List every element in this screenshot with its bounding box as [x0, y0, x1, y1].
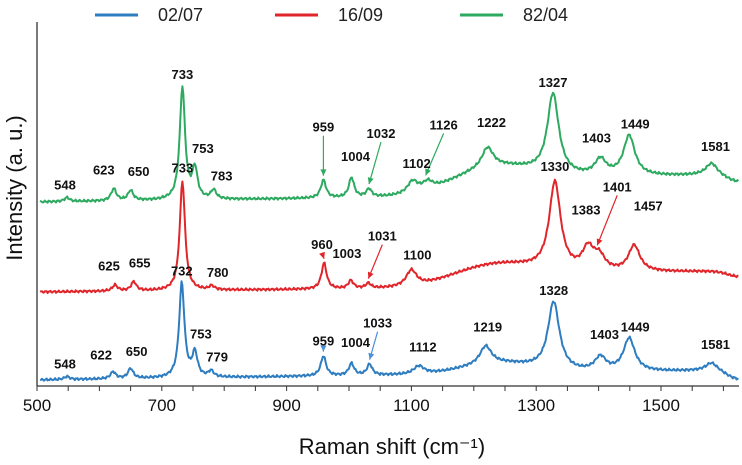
- peak-label: 655: [129, 255, 151, 270]
- peak-label: 1327: [539, 75, 568, 90]
- peak-arrow-head: [425, 168, 431, 176]
- peak-label: 779: [206, 350, 228, 365]
- peak-label: 1112: [409, 340, 437, 355]
- peak-label: 548: [54, 177, 76, 192]
- spectra-layer: [39, 85, 740, 382]
- peak-label: 753: [190, 326, 212, 341]
- x-axis-label: Raman shift (cm⁻¹): [299, 434, 485, 459]
- peak-label: 1581: [701, 139, 730, 154]
- peak-label: 1581: [701, 337, 730, 352]
- peak-label: 1328: [539, 283, 568, 298]
- peak-arrow-head: [320, 345, 327, 352]
- peak-label: 1403: [582, 131, 611, 146]
- peak-label: 1330: [540, 159, 569, 174]
- peak-label: 1031: [368, 229, 397, 244]
- peak-arrow-head: [319, 251, 325, 259]
- peak-label: 1401: [603, 179, 632, 194]
- peak-label: 753: [192, 141, 214, 156]
- peak-label: 1003: [332, 246, 361, 261]
- peak-arrow-line: [425, 133, 445, 176]
- peak-label: 733: [172, 67, 194, 82]
- peak-label: 1219: [473, 320, 502, 335]
- peak-label: 780: [207, 265, 229, 280]
- peak-label: 622: [90, 347, 112, 362]
- x-tick-label: 500: [23, 396, 51, 415]
- peak-arrow-head: [596, 238, 603, 246]
- legend-label: 16/09: [338, 5, 383, 25]
- x-tick-label: 1500: [642, 396, 680, 415]
- spectrum-line-0: [39, 280, 739, 382]
- legend: 02/07 16/09 82/04: [95, 5, 568, 25]
- peak-label: 1004: [341, 335, 371, 350]
- y-axis-label: Intensity (a. u.): [2, 115, 27, 261]
- peak-label: 1032: [367, 126, 396, 141]
- legend-label: 02/07: [158, 5, 203, 25]
- x-tick-label: 700: [148, 396, 176, 415]
- peak-arrow-line: [596, 195, 618, 246]
- axes-layer: 500 700 900 1100 1300 1500: [23, 22, 739, 415]
- peak-arrow-head: [367, 177, 374, 185]
- peak-label: 1126: [429, 117, 457, 132]
- peak-arrow-head: [368, 352, 375, 360]
- peak-label: 959: [313, 334, 335, 349]
- spectrum-line-2: [39, 85, 740, 204]
- peak-label: 1449: [621, 117, 650, 132]
- peak-label: 733: [172, 160, 194, 175]
- peak-arrow-head: [367, 271, 374, 279]
- peak-labels-layer: 548 622 650 732 753 779 959 1004 1033 1112 1219 132…: [54, 67, 730, 371]
- peak-label: 1449: [621, 320, 650, 335]
- peak-label: 960: [311, 237, 333, 252]
- peak-label: 959: [313, 120, 335, 135]
- peak-label: 1403: [590, 327, 619, 342]
- peak-label: 1004: [341, 149, 371, 164]
- x-tick-label: 1100: [393, 396, 430, 415]
- x-tick-label: 900: [272, 396, 300, 415]
- peak-arrow-line: [368, 141, 382, 185]
- peak-label: 783: [211, 169, 233, 184]
- peak-label: 1102: [402, 156, 430, 171]
- spectrum-line-1: [40, 178, 739, 295]
- x-tick-label: 1300: [517, 396, 555, 415]
- arrows-layer: [319, 133, 618, 360]
- peak-label: 1100: [403, 247, 431, 262]
- peak-label: 625: [98, 259, 120, 274]
- legend-label: 82/04: [523, 5, 568, 25]
- peak-label: 623: [93, 162, 115, 177]
- peak-arrow-head: [320, 169, 327, 176]
- peak-label: 1457: [634, 199, 663, 214]
- peak-label: 1222: [477, 115, 506, 130]
- peak-label: 548: [54, 356, 76, 371]
- peak-label: 650: [128, 164, 150, 179]
- peak-label: 650: [126, 344, 148, 359]
- peak-label: 1033: [363, 316, 392, 331]
- peak-label: 1383: [572, 202, 601, 217]
- peak-label: 732: [171, 264, 193, 279]
